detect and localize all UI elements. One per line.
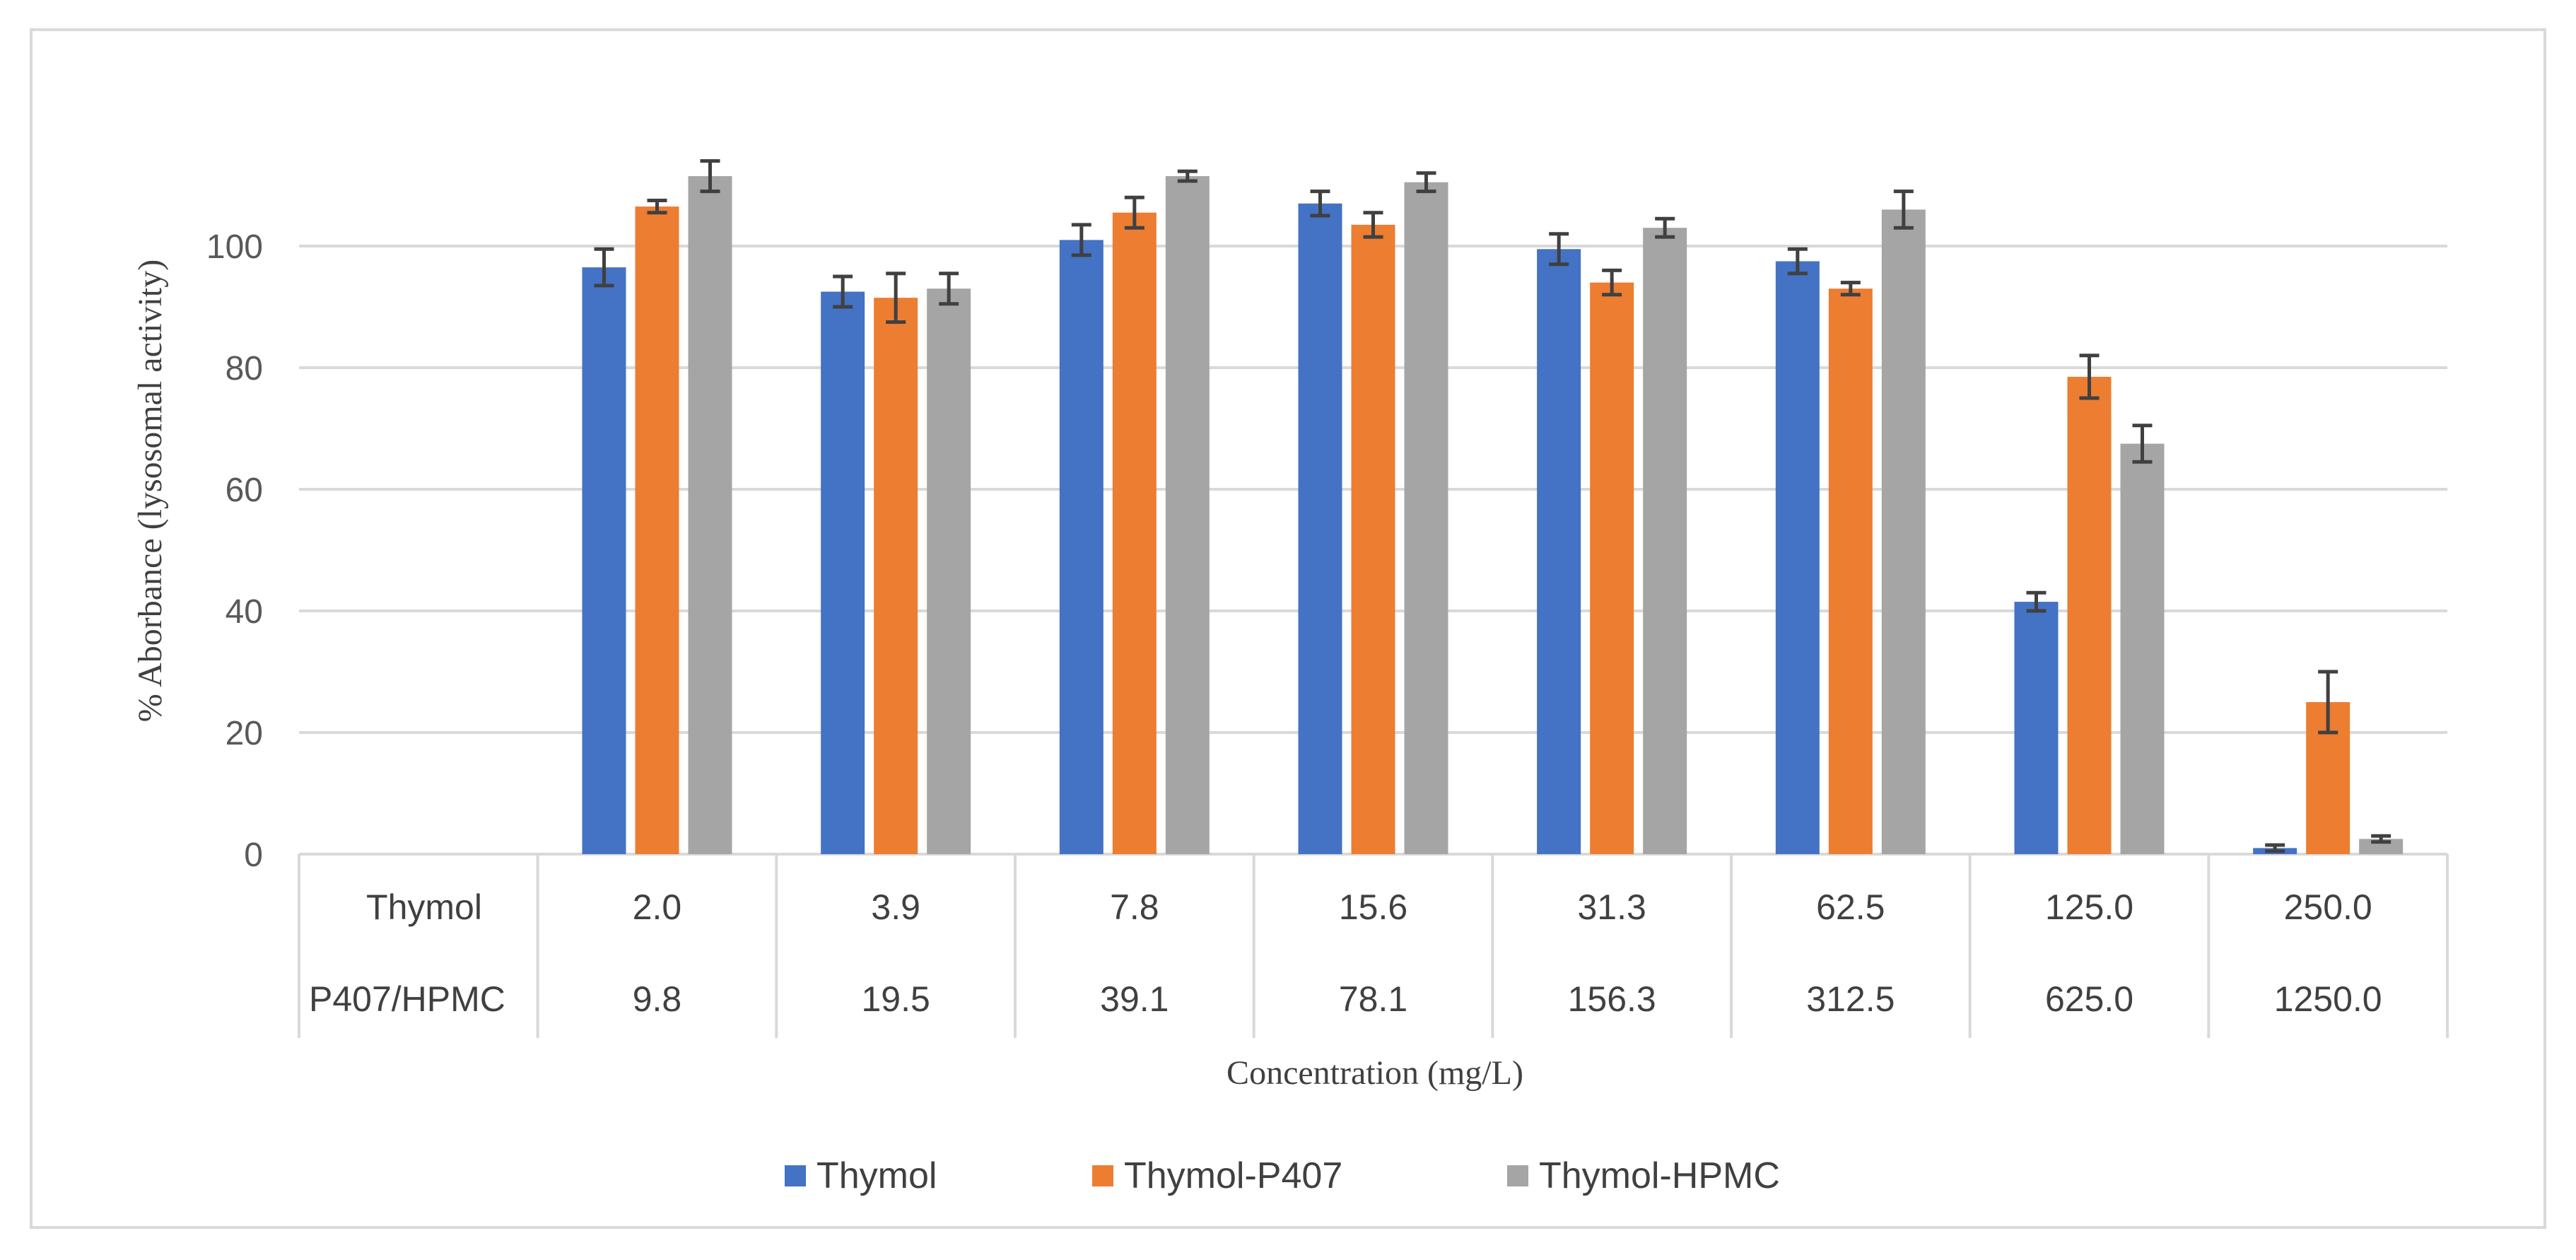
category-tick-label: 1250.0 [2274,979,2382,1019]
legend-swatch [1507,1165,1528,1186]
category-tick-label: 156.3 [1568,979,1656,1019]
x-axis-title: Concentration (mg/L) [1226,1054,1523,1092]
y-tick-label: 0 [244,836,263,874]
bar-thymol-p407 [1351,224,1395,854]
y-tick-label: 20 [226,715,263,752]
bar-thymol [1775,261,1820,854]
category-tick-label: 625.0 [2045,979,2133,1019]
category-row-label: Thymol [366,887,482,927]
bar-thymol-p407 [1828,288,1873,854]
category-tick-label: 7.8 [1110,887,1159,927]
category-tick-label: 3.9 [871,887,920,927]
legend-label: Thymol-P407 [1124,1155,1342,1196]
category-tick-label: 9.8 [633,979,682,1019]
category-tick-label: 78.1 [1339,979,1407,1019]
category-tick-label: 39.1 [1100,979,1169,1019]
y-tick-label: 100 [206,228,263,266]
y-tick-label: 60 [226,472,263,509]
bar-thymol-p407 [635,206,679,855]
bar-thymol-hpmc [1643,228,1687,854]
bar-thymol [582,267,626,855]
bar-thymol [2014,602,2059,854]
legend-swatch [1092,1165,1113,1186]
bar-thymol-hpmc [2359,839,2404,854]
category-tick-label: 250.0 [2284,887,2372,927]
bar-thymol-p407 [1590,282,1634,855]
bar-thymol-hpmc [927,288,971,854]
bar-thymol-p407 [1112,212,1157,854]
bar-thymol-hpmc [2120,443,2165,854]
bar-thymol-p407 [874,298,918,855]
bar-thymol-hpmc [1404,182,1448,854]
category-tick-label: 125.0 [2045,887,2133,927]
category-tick-label: 19.5 [862,979,930,1019]
legend-label: Thymol-HPMC [1539,1155,1780,1196]
bar-thymol [821,291,865,854]
y-tick-label: 80 [226,350,263,387]
bar-thymol [1059,240,1103,854]
y-axis-title: % Aborbance (lysosomal activity) [131,259,169,723]
category-tick-label: 15.6 [1339,887,1407,927]
bar-thymol-hpmc [688,176,732,855]
category-tick-label: 31.3 [1578,887,1646,927]
category-tick-label: 312.5 [1806,979,1895,1019]
category-row-label: P407/HPMC [309,979,505,1019]
legend-swatch [785,1165,806,1186]
bar-thymol [1537,249,1581,854]
bar-thymol-hpmc [1881,209,1926,854]
category-tick-label: 62.5 [1816,887,1885,927]
y-tick-label: 40 [226,593,263,631]
bar-thymol-hpmc [1165,176,1210,855]
bar-thymol [1298,203,1342,854]
legend-label: Thymol [816,1155,937,1196]
category-tick-label: 2.0 [633,887,682,927]
bar-thymol-p407 [2067,376,2112,854]
